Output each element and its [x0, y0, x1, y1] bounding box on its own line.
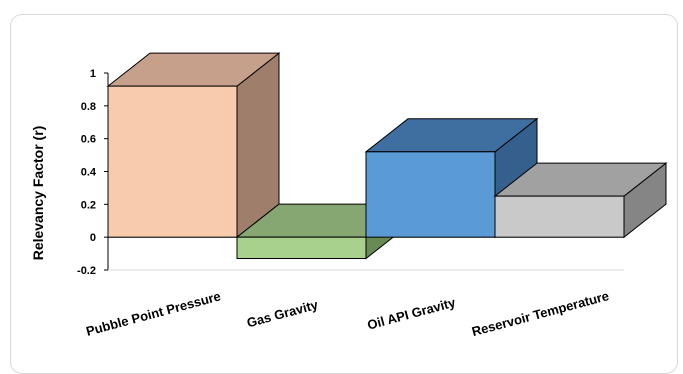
y-tick-label: 0.2 [81, 199, 96, 211]
bar-0 [106, 52, 281, 239]
chart: Relevancy Factor (r) -0.200.20.40.60.81 … [30, 52, 668, 339]
bar-front [365, 151, 496, 238]
bar-front [494, 195, 625, 238]
y-tick-label: 0 [90, 232, 96, 244]
x-tick-label: Pubble Point Pressure [84, 288, 222, 338]
y-tick-label: -0.2 [77, 265, 96, 277]
bar-front [236, 236, 367, 260]
bar-3 [493, 162, 668, 239]
y-tick-label: 0.8 [81, 101, 96, 113]
bar-front [107, 85, 238, 238]
x-tick-label: Oil API Gravity [366, 294, 458, 332]
x-tick-label: Reservoir Temperature [470, 288, 610, 339]
x-tick-labels: Pubble Point Pressure Gas Gravity Oil API … [84, 288, 610, 339]
bars [106, 52, 668, 260]
y-axis-title: Relevancy Factor (r) [30, 126, 46, 261]
x-tick-label: Gas Gravity [245, 297, 320, 331]
y-tick-label: 0.6 [81, 134, 96, 146]
y-tick-label: 0.4 [81, 167, 97, 179]
y-tick-labels: -0.2 0 0.2 0.4 0.6 0.8 1 [77, 68, 108, 277]
y-tick-label: 1 [90, 68, 96, 80]
